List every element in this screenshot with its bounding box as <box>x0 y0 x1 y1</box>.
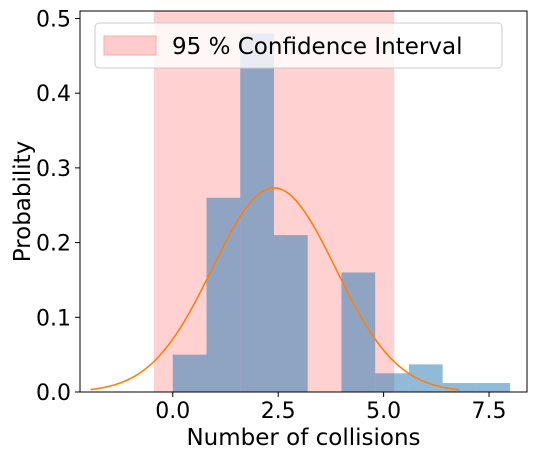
y-tick-label: 0.5 <box>36 7 71 32</box>
x-tick-label: 5.0 <box>366 399 401 424</box>
histogram-bar-7 <box>375 373 409 392</box>
axes-frame <box>79 10 528 393</box>
histogram-bar-8 <box>408 364 443 392</box>
y-tick-label: 0.1 <box>36 306 71 331</box>
x-tick-label: 7.5 <box>472 399 507 424</box>
y-tick-label: 0.4 <box>36 82 71 107</box>
x-tick-label: 2.5 <box>261 399 296 424</box>
histogram-bar-3 <box>240 33 274 392</box>
y-tick-label: 0.2 <box>36 232 71 257</box>
y-axis-label: Probability <box>10 141 36 263</box>
normal-distribution-curve <box>90 187 460 391</box>
legend: 95 % Confidence Interval <box>94 22 503 69</box>
y-tick-label: 0.3 <box>36 157 71 182</box>
x-axis-label: Number of collisions <box>186 425 420 451</box>
y-tick-label: 0.0 <box>36 381 71 406</box>
histogram-bar-10 <box>476 383 511 392</box>
legend-swatch-confidence-interval <box>103 35 157 56</box>
histogram-bar-4 <box>273 235 308 392</box>
legend-frame <box>94 22 503 69</box>
plot-area <box>90 11 511 392</box>
histogram-bar-2 <box>206 197 241 392</box>
histogram-bar-1 <box>172 354 207 392</box>
x-tick-label: 0.0 <box>155 399 190 424</box>
histogram-bar-9 <box>442 383 477 392</box>
axis-ticks: 0.0 2.5 5.0 7.5 0.0 0.1 0.2 0.3 0.4 0.5 <box>36 7 507 424</box>
legend-label-confidence-interval: 95 % Confidence Interval <box>172 34 462 60</box>
